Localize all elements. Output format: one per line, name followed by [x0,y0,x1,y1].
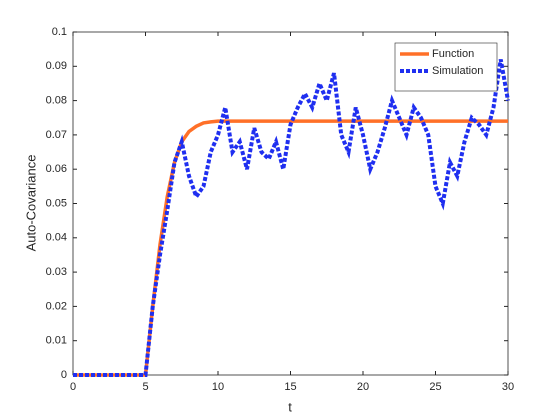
series-line [73,59,510,377]
y-tick-label: 0.01 [46,335,67,347]
x-tick-label: 5 [142,381,148,393]
legend-label: Function [432,48,474,60]
y-axis-label: Auto-Covariance [23,155,38,252]
x-tick-label: 0 [70,381,76,393]
y-tick-label: 0.07 [46,129,67,141]
x-tick-label: 30 [502,381,514,393]
x-tick-label: 10 [212,381,224,393]
y-tick-label: 0.05 [46,197,67,209]
y-tick-label: 0 [61,369,67,381]
y-tick-label: 0.06 [46,163,67,175]
legend-label: Simulation [432,65,483,77]
y-tick-label: 0.04 [46,232,67,244]
y-tick-label: 0.03 [46,266,67,278]
x-tick-label: 20 [357,381,369,393]
legend: Function Simulation [394,42,498,92]
y-tick-label: 0.08 [46,95,67,107]
y-tick-label: 0.1 [52,26,67,38]
x-axis-label: t [288,399,292,414]
legend-box [394,42,498,92]
y-tick-label: 0.02 [46,300,67,312]
x-tick-label: 15 [284,381,296,393]
y-tick-label: 0.09 [46,60,67,72]
x-tick-label: 25 [429,381,441,393]
